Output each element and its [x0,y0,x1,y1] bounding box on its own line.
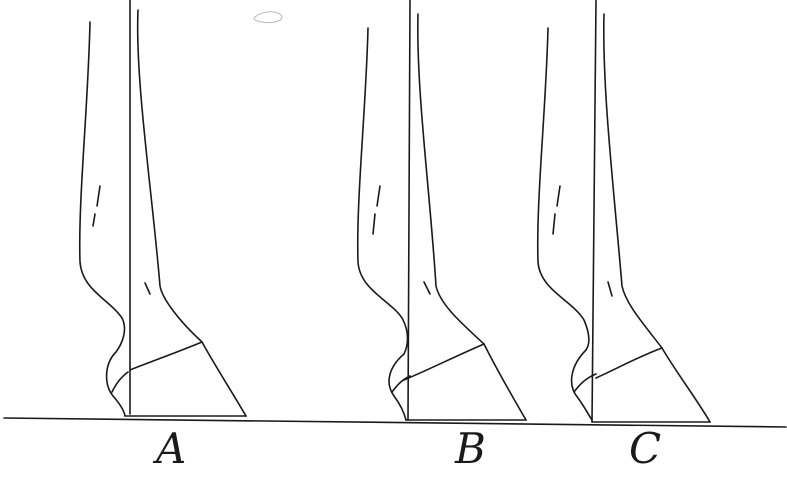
leg-c-coronary-band [595,347,663,379]
leg-c-fetlock-mark [607,281,613,297]
leg-a-tendon-mark [92,185,101,227]
leg-a-fetlock-mark [144,282,151,295]
leg-c-plumb-line [591,0,597,423]
leg-a-rear-outline [78,21,126,417]
leg-c-rear-outline [536,27,593,421]
ground-line [3,417,787,428]
leg-c-tendon-mark [552,185,561,235]
leg-b-heel-line [391,375,411,393]
leg-c-label: C [629,424,662,473]
leg-c [536,0,711,423]
leg-a-heel-line [111,371,129,393]
leg-b-plumb-line [407,0,411,421]
leg-b-fetlock-mark [423,281,431,295]
leg-a-label: A [156,424,187,473]
leg-c-heel-line [573,373,597,393]
leg-b-tendon-mark [372,185,381,235]
leg-b [356,0,527,421]
leg-b-front-outline [417,13,527,421]
leg-b-coronary-band [403,343,485,381]
leg-a-coronary-band [129,341,203,371]
leg-a [78,0,247,417]
paper-smudge [253,11,283,23]
leg-c-front-outline [602,13,711,423]
leg-a-front-outline [136,9,247,417]
leg-b-rear-outline [356,27,409,421]
leg-b-label: B [455,424,486,473]
